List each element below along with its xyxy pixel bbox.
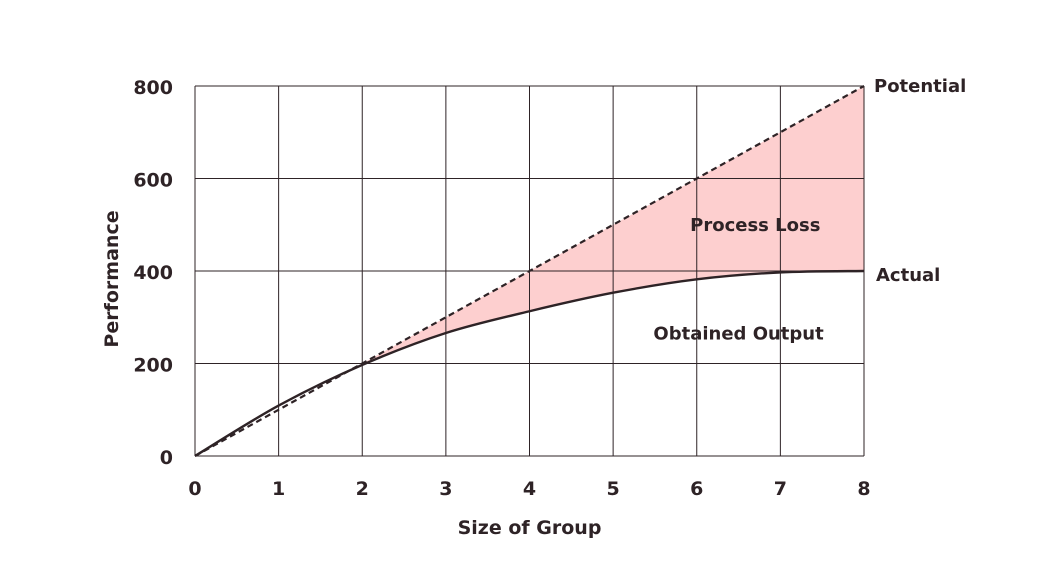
x-tick-label-4: 4: [523, 478, 536, 500]
series-label-potential: Potential: [874, 76, 966, 97]
x-tick-label-1: 1: [272, 478, 285, 500]
x-axis-title: Size of Group: [458, 517, 602, 539]
y-tick-label-0: 0: [160, 447, 173, 469]
annotation-obtained-output: Obtained Output: [653, 323, 824, 344]
series-label-actual: Actual: [876, 265, 940, 286]
series-line-potential: [194, 85, 865, 457]
x-tick-label-7: 7: [774, 478, 787, 500]
y-tick-label-400: 400: [133, 262, 173, 284]
x-tick-label-8: 8: [857, 478, 870, 500]
y-axis-title: Performance: [101, 210, 123, 347]
x-tick-label-3: 3: [439, 478, 452, 500]
x-tick-label-5: 5: [607, 478, 620, 500]
tick-labels: 0 1 2 3 4 5 6 7 8 0 200 400 600 800: [133, 77, 870, 500]
annotation-process-loss: Process Loss: [690, 215, 820, 236]
x-tick-label-2: 2: [356, 478, 369, 500]
y-tick-label-600: 600: [133, 170, 173, 192]
y-tick-label-800: 800: [133, 77, 173, 99]
series-layer: [194, 85, 865, 458]
series-line-actual: [194, 269, 865, 458]
labels: Size of Group Performance Potential Actu…: [101, 76, 966, 539]
x-tick-label-0: 0: [188, 478, 201, 500]
y-tick-label-200: 200: [133, 355, 173, 377]
x-tick-label-6: 6: [690, 478, 703, 500]
